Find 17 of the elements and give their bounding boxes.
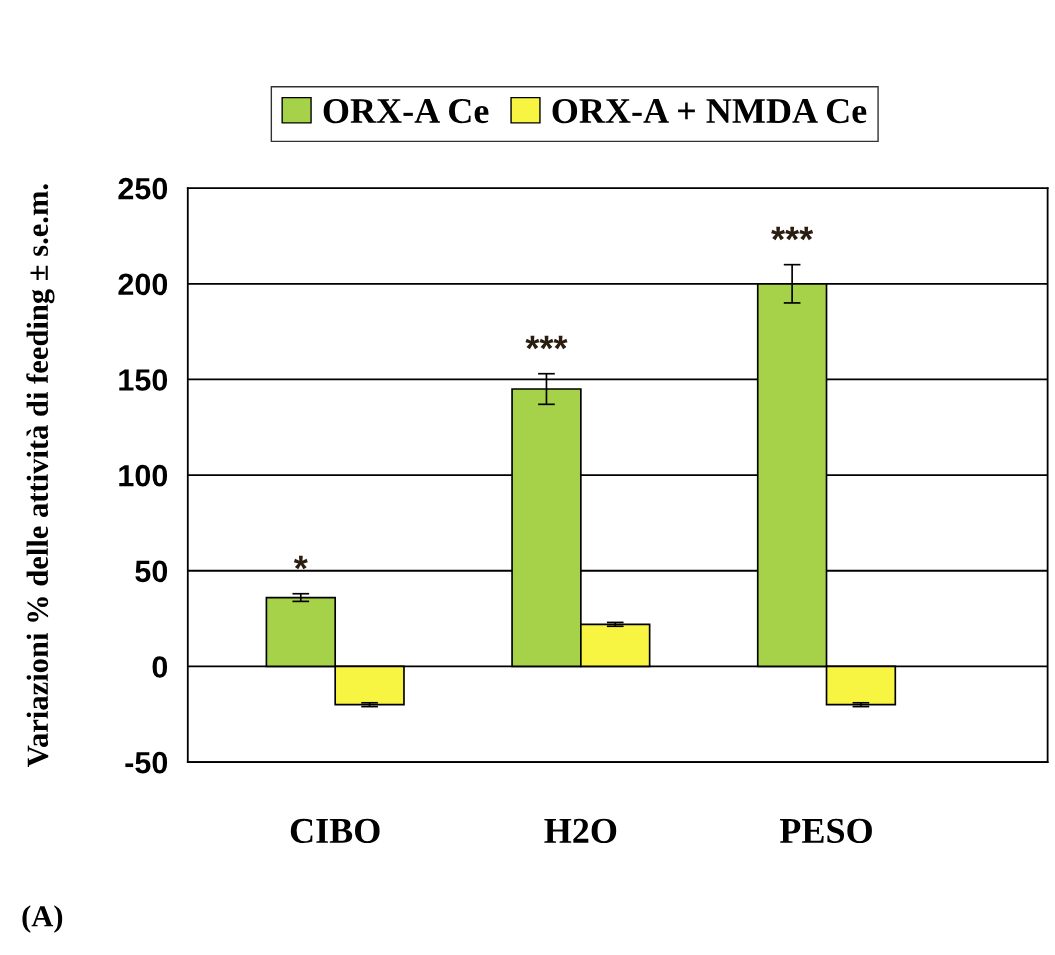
- y-tick-label: 150: [119, 369, 168, 391]
- y-tick-label: 50: [135, 560, 168, 583]
- y-tick-label: 100: [119, 464, 168, 487]
- annotation: ***: [771, 226, 814, 241]
- x-tick-label: PESO: [779, 818, 872, 844]
- x-tick-label: CIBO: [290, 818, 380, 844]
- y-tick-label: 200: [118, 273, 168, 296]
- y-tick-label: 250: [118, 177, 168, 200]
- annotation: ***: [525, 335, 568, 350]
- annotation: *: [293, 555, 308, 570]
- y-tick-label: -50: [125, 751, 168, 774]
- legend-label: ORX-A Ce: [323, 98, 489, 124]
- text: (A): [22, 905, 63, 933]
- legend-label: ORX-A + NMDA Ce: [552, 98, 867, 124]
- y-tick-label: 0: [152, 656, 168, 678]
- x-tick-label: H2O: [544, 818, 617, 844]
- y-axis-title: Variazioni % delle attività di feeding ± s.e.m.: [26, 184, 55, 767]
